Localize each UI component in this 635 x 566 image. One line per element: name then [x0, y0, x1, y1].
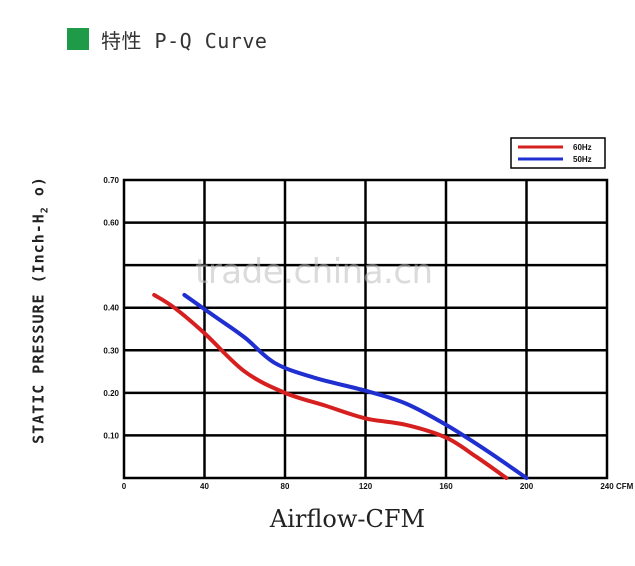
- watermark-text: trade.china.cn: [195, 252, 433, 292]
- y-tick-label: 0.60: [103, 219, 119, 228]
- y-tick-label: 0.20: [103, 389, 119, 398]
- x-tick-label: 120: [359, 482, 373, 491]
- y-axis-label: STATIC PRESSURE (Inch-H2 o): [29, 176, 51, 444]
- y-tick-label: 0.30: [103, 346, 119, 355]
- x-axis-label: Airflow-CFM: [269, 505, 426, 533]
- x-tick-label: 0: [122, 482, 127, 491]
- header-square-icon: [67, 28, 89, 50]
- legend-label-50Hz: 50Hz: [573, 155, 592, 164]
- series-line-50Hz: [182, 292, 529, 480]
- x-tick-label: 160: [439, 482, 453, 491]
- chart-header: 特性 P-Q Curve: [67, 26, 268, 53]
- x-tick-label: 80: [281, 482, 290, 491]
- y-tick-label: 0.10: [103, 431, 119, 440]
- x-unit-label: CFM: [616, 482, 634, 491]
- x-tick-label: 40: [200, 482, 209, 491]
- x-tick-label: 240: [600, 482, 614, 491]
- series-line-60Hz: [152, 292, 509, 480]
- y-tick-label: 0.40: [103, 304, 119, 313]
- legend-label-60Hz: 60Hz: [573, 143, 592, 152]
- page-title: 特性 P-Q Curve: [101, 28, 268, 53]
- y-tick-label: 0.70: [103, 176, 119, 185]
- x-tick-label: 200: [520, 482, 534, 491]
- legend-box: [510, 137, 606, 169]
